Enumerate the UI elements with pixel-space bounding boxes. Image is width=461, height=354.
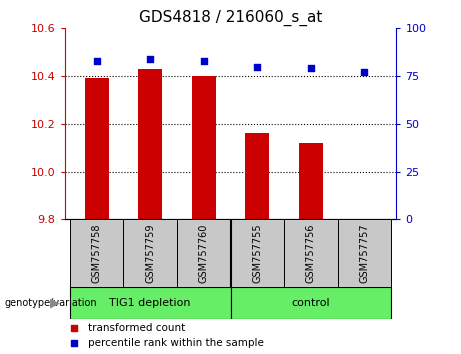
Bar bbox=[230, 219, 284, 287]
Point bbox=[147, 56, 154, 62]
Bar bbox=[85, 79, 109, 219]
Bar bbox=[299, 143, 323, 219]
Text: GSM757759: GSM757759 bbox=[145, 223, 155, 283]
Text: GSM757760: GSM757760 bbox=[199, 223, 209, 283]
Text: GSM757755: GSM757755 bbox=[252, 223, 262, 283]
Point bbox=[307, 65, 314, 71]
Point bbox=[93, 58, 100, 64]
Title: GDS4818 / 216060_s_at: GDS4818 / 216060_s_at bbox=[139, 9, 322, 25]
Bar bbox=[337, 219, 391, 287]
Bar bbox=[284, 219, 337, 287]
Point bbox=[361, 69, 368, 75]
Text: ▶: ▶ bbox=[50, 296, 60, 309]
Text: transformed count: transformed count bbox=[88, 322, 185, 332]
Bar bbox=[138, 69, 162, 219]
Point bbox=[71, 341, 78, 346]
Text: GSM757758: GSM757758 bbox=[92, 223, 102, 283]
Text: percentile rank within the sample: percentile rank within the sample bbox=[88, 338, 264, 348]
Text: genotype/variation: genotype/variation bbox=[5, 298, 97, 308]
Text: TIG1 depletion: TIG1 depletion bbox=[109, 298, 191, 308]
Bar bbox=[192, 76, 216, 219]
Point bbox=[200, 58, 207, 64]
Text: control: control bbox=[291, 298, 330, 308]
Bar bbox=[124, 219, 177, 287]
Text: GSM757756: GSM757756 bbox=[306, 223, 316, 283]
Point bbox=[71, 325, 78, 330]
Bar bbox=[245, 133, 269, 219]
Bar bbox=[177, 219, 230, 287]
Bar bbox=[230, 287, 391, 319]
Bar bbox=[70, 219, 124, 287]
Text: GSM757757: GSM757757 bbox=[359, 223, 369, 283]
Bar bbox=[70, 287, 230, 319]
Point bbox=[254, 64, 261, 69]
